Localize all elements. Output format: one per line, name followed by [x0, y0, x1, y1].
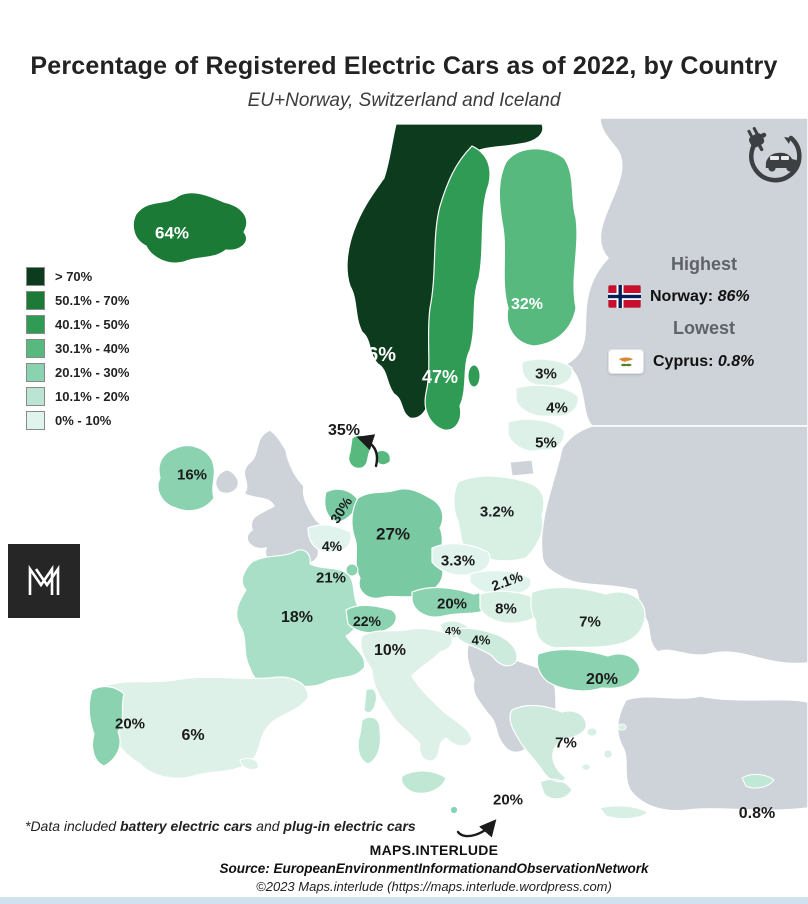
country-shape-ireland [157, 445, 215, 512]
page-subtitle: EU+Norway, Switzerland and Iceland [247, 90, 561, 111]
legend-swatch [26, 291, 45, 310]
country-shape-italy [360, 627, 473, 762]
malta-arrow [456, 819, 497, 838]
country-shape-finland [498, 148, 578, 347]
legend-swatch [26, 411, 45, 430]
legend-item: 0% - 10% [26, 411, 129, 430]
country-shape-croatia [451, 627, 518, 667]
brand-name: MAPS.INTERLUDE [369, 842, 499, 858]
legend-label: 40.1% - 50% [55, 317, 130, 332]
source-line: Source: EuropeanEnvironmentInformationan… [219, 861, 649, 876]
europe-map: 64% 86% 47% 32% 35% 3% 4% 5% 16% 30% 4% 27% 3.2% 3.3%… [0, 118, 808, 858]
country-shape-austria [411, 586, 492, 618]
country-shape-germany [351, 488, 444, 599]
country-shape-balearics [239, 757, 259, 771]
country-shape-netherlands [324, 488, 359, 523]
country-shape-luxembourg [345, 563, 359, 577]
region-turkey [616, 695, 808, 812]
lowest-text: Cyprus: 0.8% [653, 353, 754, 371]
country-shape-romania [530, 586, 646, 649]
country-shape-poland [453, 475, 545, 562]
highest-row: Norway: 86% [608, 285, 800, 308]
note-mid: and [252, 818, 284, 834]
country-shape-denmark [348, 434, 391, 469]
copyright-line: ©2023 Maps.interlude (https://maps.inter… [256, 879, 612, 894]
note-prefix: *Data included [25, 818, 120, 834]
country-shape-lithuania [507, 418, 565, 452]
legend-item: 40.1% - 50% [26, 315, 130, 334]
country-shape-belgium [307, 524, 352, 553]
country-shape-iceland [132, 192, 248, 264]
legend-swatch [26, 315, 45, 334]
legend-item: 20.1% - 30% [26, 363, 130, 382]
country-shape-greece [509, 704, 587, 800]
country-shape-latvia [515, 384, 579, 417]
legend-label: 20.1% - 30% [55, 365, 130, 380]
country-shape-bulgaria [536, 648, 641, 692]
country-shape-crete [599, 805, 649, 820]
data-note: *Data included battery electric cars and… [25, 818, 416, 834]
legend-swatch [26, 339, 45, 358]
legend-label: 0% - 10% [55, 413, 112, 428]
country-shape-slovakia [469, 569, 532, 596]
legend-label: 30.1% - 40% [55, 341, 130, 356]
legend-item: > 70% [26, 267, 129, 286]
country-shape-czechia [431, 543, 491, 576]
country-shape-sardinia [357, 716, 382, 765]
highest-text: Norway: 86% [650, 288, 750, 306]
region-east-europe [540, 425, 808, 665]
norway-flag-icon [608, 285, 641, 308]
legend-label: 10.1% - 20% [55, 389, 130, 404]
denmark-arrow [356, 434, 379, 468]
country-shape-gotland [467, 364, 481, 388]
lowest-country: Cyprus: [653, 352, 714, 370]
page-title: Percentage of Registered Electric Cars a… [30, 52, 778, 80]
legend: > 70% 50.1% - 70% 40.1% - 50% 30.1% - 40… [26, 267, 130, 436]
country-shape-portugal [88, 685, 125, 767]
country-shape-greek-islands [581, 723, 627, 771]
country-shape-switzerland [345, 604, 397, 634]
lowest-value: 0.8% [717, 352, 755, 370]
country-shape-estonia [521, 358, 573, 387]
highest-country: Norway: [650, 287, 714, 305]
note-bold-2: plug-in electric cars [283, 818, 416, 834]
ev-charging-icon [744, 126, 802, 184]
extremes-panel: Highest Norway: 86% Lowest [608, 248, 800, 384]
country-shape-france [236, 549, 366, 690]
legend-item: 50.1% - 70% [26, 291, 130, 310]
country-shape-spain [97, 676, 309, 779]
bottom-strip [0, 897, 808, 904]
legend-swatch [26, 363, 45, 382]
cyprus-flag-icon [608, 349, 644, 374]
legend-label: 50.1% - 70% [55, 293, 130, 308]
note-bold-1: battery electric cars [119, 818, 253, 834]
lowest-row: Cyprus: 0.8% [608, 349, 800, 374]
legend-label: > 70% [55, 269, 93, 284]
country-shape-sicily [400, 770, 447, 794]
highest-value: 86% [717, 287, 750, 305]
highest-heading: Highest [670, 254, 737, 274]
region-kaliningrad [509, 459, 535, 477]
footer-block: MAPS.INTERLUDE Source: EuropeanEnvironme… [30, 842, 808, 894]
region-northern-ireland [215, 469, 239, 494]
legend-item: 10.1% - 20% [26, 387, 130, 406]
legend-item: 30.1% - 40% [26, 339, 130, 358]
legend-swatch [26, 387, 45, 406]
country-shape-cyprus [741, 773, 775, 789]
lowest-heading: Lowest [672, 318, 735, 338]
choropleth-svg [88, 118, 808, 838]
legend-swatch [26, 267, 45, 286]
country-shape-malta [450, 806, 458, 814]
country-shape-sweden [424, 145, 491, 431]
country-shape-corsica [363, 688, 378, 714]
maps-interlude-logo [8, 544, 80, 618]
